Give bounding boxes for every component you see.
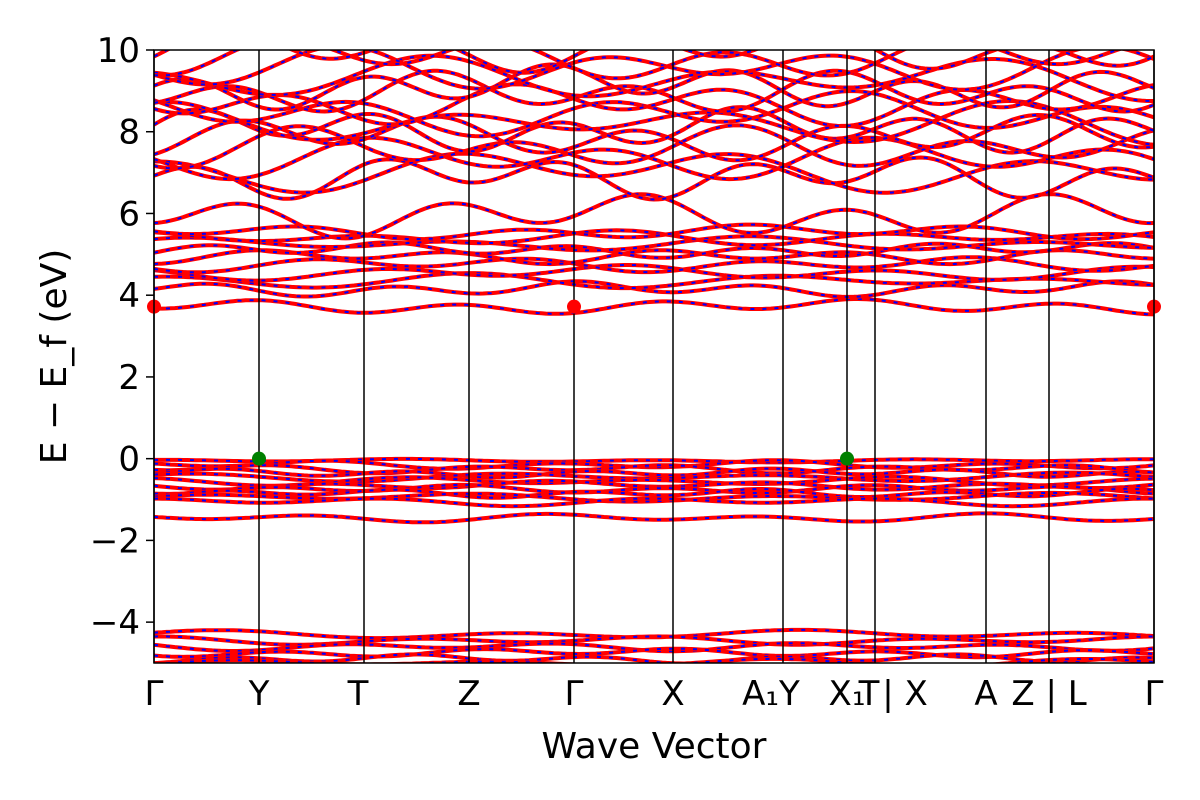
vbm-marker (840, 451, 854, 466)
band-spin-down (154, 113, 1154, 162)
extrema-markers (147, 299, 1161, 466)
x-tick-label: Y (248, 674, 270, 714)
x-tick-label: Z | L (1011, 674, 1086, 714)
x-tick-label: T (347, 674, 369, 714)
band-spin-up (154, 240, 1154, 260)
band-spin-up (154, 297, 1154, 317)
y-tick-label: −2 (90, 521, 140, 561)
band-spin-down (154, 106, 1154, 154)
band-spin-up (154, 482, 1154, 496)
y-tick-label: 6 (118, 194, 140, 234)
band-spin-up (154, 50, 1124, 81)
band-spin-down (154, 69, 1154, 113)
band-spin-down (154, 136, 1154, 181)
y-tick-label: 10 (97, 31, 140, 71)
x-tick-label: X (661, 674, 684, 714)
band-spin-up (154, 463, 1154, 476)
cbm-marker (567, 299, 581, 314)
x-axis-label: Wave Vector (542, 726, 767, 767)
vbm-marker (252, 451, 266, 466)
band-spin-down (154, 50, 1154, 74)
x-tick-label: | X (882, 674, 928, 714)
band-spin-up (154, 50, 1154, 92)
x-tick-label: X₁ (829, 674, 866, 714)
x-tick-label: Z (457, 674, 480, 714)
band-spin-down (154, 54, 1154, 102)
band-spin-up (154, 490, 1154, 504)
y-tick-label: 0 (118, 440, 140, 480)
band-spin-up (154, 255, 1154, 275)
y-tick-label: 8 (118, 113, 140, 153)
band-spin-up (154, 263, 1154, 283)
y-axis-label: E − E_f (eV) (34, 249, 75, 465)
x-tick-label: Γ (565, 674, 584, 714)
band-spin-down (154, 100, 1154, 146)
band-spin-up (154, 511, 1154, 525)
x-tick-label: T (858, 674, 880, 714)
x-tick-label: Γ (1145, 674, 1164, 714)
band-spin-up (154, 192, 1154, 241)
band-spin-up (154, 496, 1154, 509)
y-tick-label: 2 (118, 358, 140, 398)
band-spin-up (154, 234, 1154, 253)
band-spin-down (154, 63, 1154, 111)
bands-layer (154, 50, 1154, 663)
band-spin-down (154, 280, 1154, 298)
band-spin-down (154, 249, 1154, 266)
x-tick-label: Γ (145, 674, 164, 714)
band-spin-up (154, 466, 1154, 480)
x-tick-label: A (974, 674, 997, 714)
y-tick-label: 4 (118, 276, 140, 316)
band-spin-up (154, 222, 1154, 242)
plot-frame (153, 49, 1155, 664)
x-tick-label: A₁Y (742, 674, 800, 714)
band-spin-up (154, 228, 1154, 248)
y-axis-ticks: −4 −2 0 2 4 6 8 10 (90, 31, 154, 643)
band-spin-down (154, 156, 1154, 201)
band-spin-down (154, 152, 1154, 194)
y-tick-label: −4 (90, 603, 140, 643)
